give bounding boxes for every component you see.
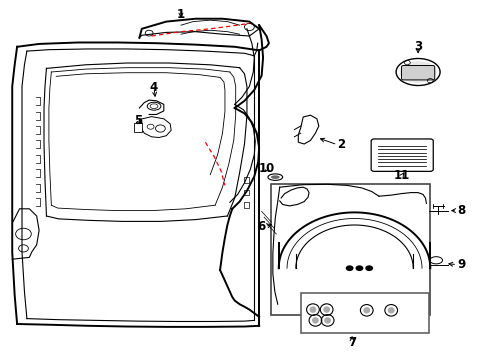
Text: 4: 4 [150,81,158,94]
Bar [300,293,428,333]
Text: 11: 11 [393,169,409,182]
Ellipse shape [324,317,330,324]
Text: 10: 10 [258,162,274,175]
Ellipse shape [323,306,329,313]
Text: 1: 1 [177,8,184,21]
Bar [134,123,142,132]
Ellipse shape [387,307,394,314]
Bar [244,202,249,208]
Ellipse shape [270,175,279,179]
Polygon shape [298,115,318,144]
Polygon shape [139,117,171,138]
Ellipse shape [399,61,436,83]
Bar [271,184,429,315]
Ellipse shape [309,306,316,313]
Bar [244,177,249,183]
Circle shape [365,265,372,271]
Text: 9: 9 [456,258,465,271]
Circle shape [345,265,353,271]
FancyBboxPatch shape [401,66,434,80]
Ellipse shape [311,317,318,324]
Bar [244,190,249,195]
Text: 3: 3 [413,40,421,53]
Text: 8: 8 [456,204,465,217]
Circle shape [355,265,363,271]
FancyBboxPatch shape [370,139,432,171]
Text: 7: 7 [347,336,355,348]
Text: 6: 6 [256,220,264,233]
Ellipse shape [363,307,369,314]
Text: 5: 5 [134,114,142,127]
Text: 2: 2 [337,138,345,151]
